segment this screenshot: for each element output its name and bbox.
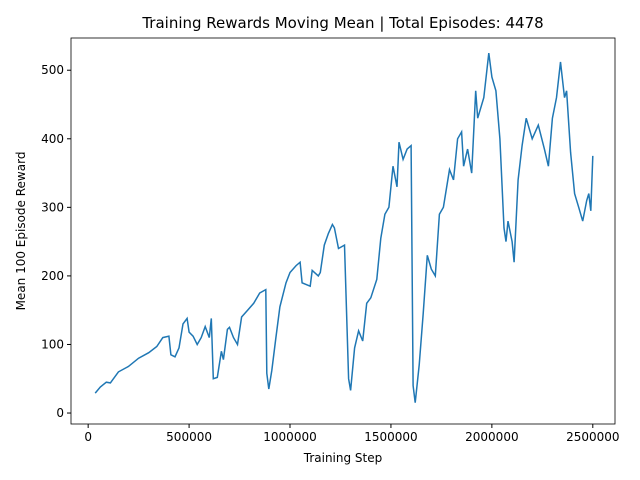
y-tick-label: 200 bbox=[41, 269, 64, 283]
chart-title: Training Rewards Moving Mean | Total Epi… bbox=[141, 14, 543, 32]
x-tick-label: 1000000 bbox=[263, 430, 316, 444]
x-tick-label: 0 bbox=[84, 430, 92, 444]
y-tick-label: 0 bbox=[56, 406, 64, 420]
line-series bbox=[94, 53, 594, 403]
x-tick-label: 2500000 bbox=[566, 430, 619, 444]
x-tick-label: 2000000 bbox=[465, 430, 518, 444]
y-tick-label: 300 bbox=[41, 200, 64, 214]
y-tick-label: 500 bbox=[41, 63, 64, 77]
y-tick-label: 100 bbox=[41, 337, 64, 351]
x-tick-label: 1500000 bbox=[364, 430, 417, 444]
x-axis-label: Training Step bbox=[303, 451, 383, 465]
x-tick-label: 500000 bbox=[166, 430, 212, 444]
y-tick-label: 400 bbox=[41, 132, 64, 146]
plot-frame bbox=[70, 37, 616, 425]
y-axis-label: Mean 100 Episode Reward bbox=[14, 152, 28, 311]
